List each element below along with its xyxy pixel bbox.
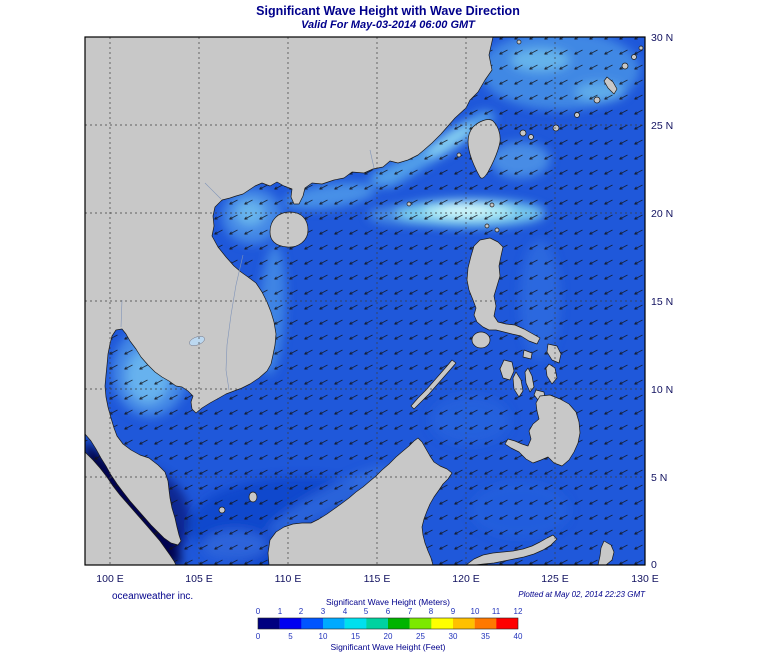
- island-babuyan: [484, 223, 490, 229]
- lon-label-100e: 100 E: [96, 573, 123, 585]
- colorbar-segment: [279, 618, 302, 629]
- red-river: [204, 182, 222, 200]
- colorbar-segment: [409, 618, 432, 629]
- lat-label-20n: 20 N: [651, 208, 673, 220]
- colorbar-meters-tick: 8: [429, 607, 434, 616]
- colorbar-segment: [453, 618, 475, 629]
- island-pratas: [406, 201, 412, 207]
- island-taiwan: [467, 119, 501, 179]
- colorbar-meters-tick: 2: [299, 607, 304, 616]
- island-mindanao: [504, 394, 581, 467]
- colorbar: Significant Wave Height (Meters) 0 1 2 3…: [256, 597, 523, 652]
- colorbar-feet-label: Significant Wave Height (Feet): [331, 642, 446, 652]
- colorbar-feet-tick: 15: [351, 632, 360, 641]
- lon-label-115e: 115 E: [364, 573, 391, 585]
- island-samar: [546, 343, 562, 364]
- colorbar-feet-tick: 0: [256, 632, 261, 641]
- map-title: Significant Wave Height with Wave Direct…: [256, 4, 520, 18]
- island-top-edge: [516, 39, 522, 45]
- colorbar-segment: [496, 618, 518, 629]
- island-anambas: [218, 506, 226, 514]
- island-hainan: [269, 211, 309, 248]
- colorbar-meters-tick: 9: [451, 607, 456, 616]
- lat-label-10n: 10 N: [651, 384, 673, 396]
- colorbar-segment: [301, 618, 324, 629]
- lat-label-25n: 25 N: [651, 120, 673, 132]
- island-natuna: [248, 491, 258, 503]
- colorbar-feet-tick: 5: [288, 632, 293, 641]
- colorbar-meters-tick: 11: [492, 607, 501, 616]
- island-amami-2: [631, 54, 637, 60]
- colorbar-segment: [366, 618, 389, 629]
- colorbar-meters-tick: 4: [343, 607, 348, 616]
- mekong-river: [225, 254, 244, 391]
- island-batanes: [489, 202, 495, 208]
- colorbar-meters-tick: 3: [321, 607, 326, 616]
- lon-label-120e: 120 E: [452, 573, 479, 585]
- lat-label-30n: 30 N: [651, 32, 673, 44]
- island-palawan: [410, 359, 457, 410]
- island-mindoro: [471, 331, 491, 349]
- colorbar-feet-tick: 10: [319, 632, 328, 641]
- map-subtitle: Valid For May-03-2014 06:00 GMT: [301, 19, 476, 31]
- lat-label-15n: 15 N: [651, 296, 673, 308]
- island-negros: [512, 371, 524, 398]
- lon-label-110e: 110 E: [275, 573, 302, 585]
- island-halmahera: [597, 540, 615, 565]
- lat-label-0: 0: [651, 559, 657, 571]
- island-penghu: [456, 152, 462, 158]
- colorbar-segment: [258, 618, 280, 629]
- lon-label-130e: 130 E: [631, 573, 658, 585]
- island-miyako: [552, 124, 560, 132]
- colorbar-meters-tick: 6: [386, 607, 391, 616]
- lon-label-125e: 125 E: [541, 573, 568, 585]
- colorbar-border: [257, 617, 519, 630]
- colorbar-segment: [388, 618, 410, 629]
- lat-lon-grid: [85, 37, 645, 565]
- land-masses: [85, 37, 644, 565]
- map-plot: [85, 37, 645, 565]
- island-ryukyu-1: [519, 129, 527, 137]
- mainland-asia: [85, 37, 494, 546]
- colorbar-feet-tick: 20: [384, 632, 393, 641]
- island-panay: [499, 359, 515, 381]
- colorbar-meters-tick: 10: [471, 607, 480, 616]
- island-amami-3: [638, 45, 644, 51]
- colorbar-meters-tick: 5: [364, 607, 369, 616]
- colorbar-segment: [474, 618, 497, 629]
- colorbar-meters-tick: 0: [256, 607, 261, 616]
- chao-phraya-river: [120, 299, 123, 328]
- colorbar-feet-tick: 40: [514, 632, 523, 641]
- pearl-river: [369, 149, 375, 169]
- island-babuyan-2: [494, 227, 500, 233]
- island-ryukyu-2: [528, 134, 534, 140]
- credit-plotted: Plotted at May 02, 2014 22:23 GMT: [518, 590, 646, 599]
- lon-label-105e: 105 E: [185, 573, 212, 585]
- island-amami-1: [621, 62, 629, 70]
- colorbar-segment: [323, 618, 345, 629]
- colorbar-meters-tick: 1: [278, 607, 283, 616]
- island-ryukyu-3: [574, 112, 580, 118]
- island-ryukyu-4: [593, 96, 601, 104]
- colorbar-feet-tick: 30: [449, 632, 458, 641]
- colorbar-segment: [431, 618, 454, 629]
- colorbar-gradient: [257, 617, 519, 630]
- island-cebu: [524, 367, 535, 393]
- colorbar-segment: [344, 618, 367, 629]
- island-masbate: [522, 349, 533, 360]
- colorbar-meters-label: Significant Wave Height (Meters): [326, 597, 450, 607]
- colorbar-feet-tick: 25: [416, 632, 425, 641]
- colorbar-meters-tick: 12: [514, 607, 523, 616]
- island-sumatra: [85, 451, 177, 565]
- island-borneo: [267, 437, 453, 565]
- island-okinawa: [603, 76, 618, 95]
- lat-label-5n: 5 N: [651, 472, 667, 484]
- credit-source: oceanweather inc.: [112, 591, 193, 602]
- island-luzon: [466, 237, 541, 345]
- map-frame: [84, 36, 646, 566]
- colorbar-feet-tick: 35: [481, 632, 490, 641]
- tonle-sap-lake: [189, 336, 205, 346]
- colorbar-meters-tick: 7: [408, 607, 413, 616]
